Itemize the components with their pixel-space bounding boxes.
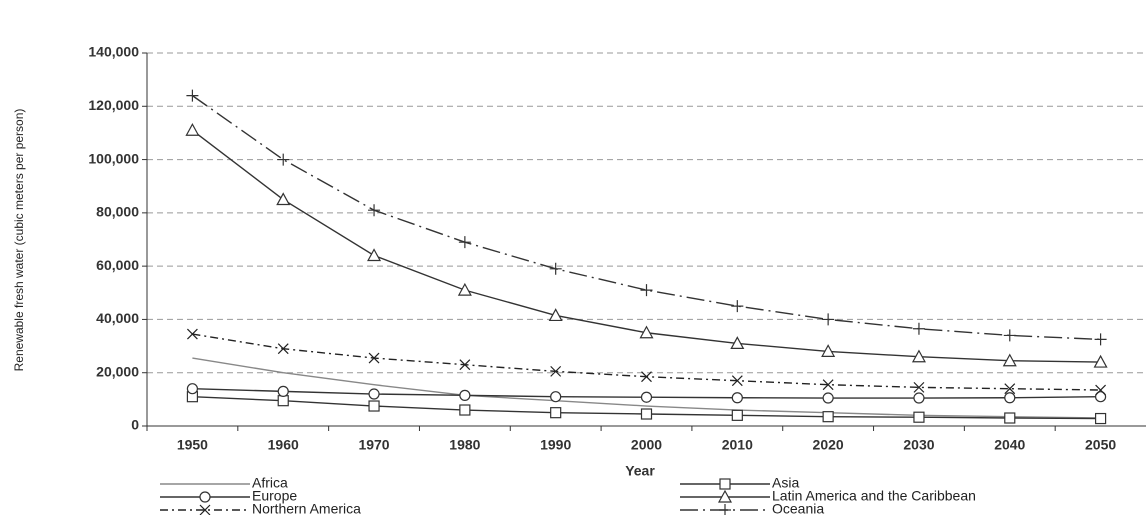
y-tick-label: 20,000 xyxy=(96,363,139,379)
x-tick-label: 2040 xyxy=(994,437,1025,453)
x-axis-label: Year xyxy=(625,463,655,479)
data-point xyxy=(186,383,199,395)
legend-marker xyxy=(719,504,731,515)
data-point xyxy=(1004,392,1016,404)
x-tick-label: 2020 xyxy=(813,437,844,453)
data-point xyxy=(913,381,925,393)
data-point xyxy=(277,395,289,407)
x-tick-label: 1950 xyxy=(177,437,208,453)
y-axis-label: Renewable fresh water (cubic meters per … xyxy=(12,109,26,372)
legend-label: Northern America xyxy=(252,501,361,515)
data-point xyxy=(368,388,380,400)
data-point xyxy=(1003,329,1016,342)
data-point xyxy=(277,385,289,397)
data-point xyxy=(459,389,471,401)
data-point xyxy=(458,236,471,249)
series-line xyxy=(192,95,1101,341)
data-point xyxy=(640,284,653,297)
y-tick-label: 80,000 xyxy=(96,204,139,220)
legend-marker xyxy=(199,504,211,515)
data-point xyxy=(641,371,652,383)
data-point xyxy=(459,359,471,371)
data-point xyxy=(368,352,380,364)
x-tick-label: 1970 xyxy=(358,437,389,453)
legend-label: Africa xyxy=(252,475,288,491)
data-point xyxy=(459,404,471,416)
legend-marker xyxy=(719,478,731,490)
data-point xyxy=(822,379,834,391)
y-tick-label: 140,000 xyxy=(88,44,139,60)
legend-label: Europe xyxy=(252,488,297,504)
data-point xyxy=(548,308,563,322)
legend-marker xyxy=(717,489,733,503)
data-point xyxy=(1094,391,1107,403)
data-point xyxy=(913,411,925,423)
data-point xyxy=(1093,354,1108,368)
data-point xyxy=(186,328,198,340)
y-tick-label: 0 xyxy=(131,417,139,433)
data-point xyxy=(731,300,744,313)
data-point xyxy=(1094,333,1107,346)
data-point xyxy=(368,400,380,412)
data-point xyxy=(1004,412,1016,424)
data-point xyxy=(277,153,290,166)
x-tick-label: 1960 xyxy=(268,437,299,453)
data-point xyxy=(731,409,743,421)
legend-label: Latin America and the Caribbean xyxy=(772,488,976,504)
data-point xyxy=(822,392,834,404)
data-point xyxy=(913,392,925,404)
data-point xyxy=(1004,383,1016,395)
data-point xyxy=(186,89,199,102)
x-tick-label: 1980 xyxy=(449,437,480,453)
data-point xyxy=(822,411,834,423)
data-point xyxy=(550,365,562,377)
data-point xyxy=(911,349,926,363)
data-point xyxy=(1094,412,1107,425)
data-point xyxy=(639,325,654,339)
data-point xyxy=(368,204,381,217)
data-point xyxy=(731,375,743,387)
data-point xyxy=(550,391,562,403)
x-tick-label: 2030 xyxy=(903,437,934,453)
data-point xyxy=(367,248,382,262)
data-point xyxy=(731,392,743,404)
y-tick-label: 100,000 xyxy=(88,150,139,166)
series-line xyxy=(192,333,1101,391)
x-tick-label: 1990 xyxy=(540,437,571,453)
data-point xyxy=(550,407,562,419)
data-point xyxy=(1002,353,1017,367)
x-tick-label: 2000 xyxy=(631,437,662,453)
data-point xyxy=(640,408,653,420)
data-point xyxy=(549,262,562,275)
y-tick-label: 40,000 xyxy=(96,310,139,326)
legend-marker xyxy=(199,491,211,503)
data-point xyxy=(1095,384,1107,396)
legend-label: Asia xyxy=(772,475,799,491)
data-point xyxy=(276,192,291,206)
legend-label: Oceania xyxy=(772,501,824,515)
data-point xyxy=(457,282,472,296)
y-tick-label: 60,000 xyxy=(96,257,139,273)
x-tick-label: 2050 xyxy=(1085,437,1116,453)
data-point xyxy=(730,336,745,350)
x-tick-label: 2010 xyxy=(722,437,753,453)
data-point xyxy=(640,391,653,403)
data-point xyxy=(277,343,289,355)
y-tick-label: 120,000 xyxy=(88,97,139,113)
data-point xyxy=(822,313,835,326)
data-point xyxy=(185,123,200,136)
data-point xyxy=(912,322,925,335)
data-point xyxy=(821,344,836,357)
